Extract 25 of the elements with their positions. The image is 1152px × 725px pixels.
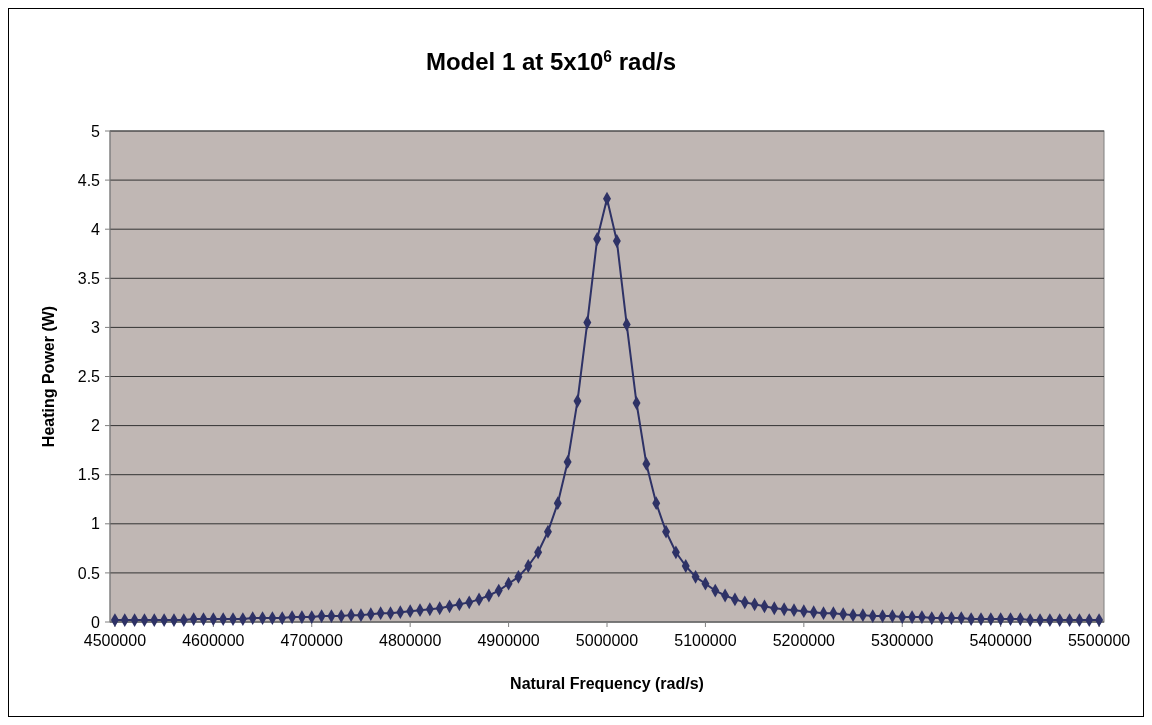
y-tick-label: 4 [91,220,101,238]
y-tick-label: 5 [91,122,101,140]
y-tick-label: 3 [91,319,101,336]
x-tick-label: 4600000 [182,632,245,649]
chart-title: Model 1 at 5x10$^{6}$ rad/s [425,47,677,75]
x-tick-label: 5200000 [772,632,836,649]
y-tick-label: 3.5 [77,269,101,287]
y-tick-label: 1 [91,515,101,533]
y-tick-label: 0.5 [77,564,101,582]
x-tick-label: 5500000 [1067,632,1131,649]
x-tick-label: 4800000 [379,632,442,649]
y-tick-label: 1.5 [77,466,101,484]
y-tick-label: 2.5 [77,368,101,386]
x-axis-title: Natural Frequency (rad/s) [510,675,704,692]
y-axis-title: Heating Power (W) [40,305,57,448]
x-tick-label: 4500000 [83,632,147,649]
x-tick-label: 5000000 [575,632,639,649]
y-tick-label: 0 [91,613,101,631]
x-tick-label: 4700000 [280,632,343,649]
x-tick-label: 5100000 [674,632,737,649]
y-tick-label: 2 [91,417,101,435]
x-tick-label: 4900000 [477,632,540,649]
x-tick-label: 5300000 [871,632,934,649]
y-tick-label: 4.5 [77,171,101,189]
x-tick-label: 5400000 [969,632,1032,649]
